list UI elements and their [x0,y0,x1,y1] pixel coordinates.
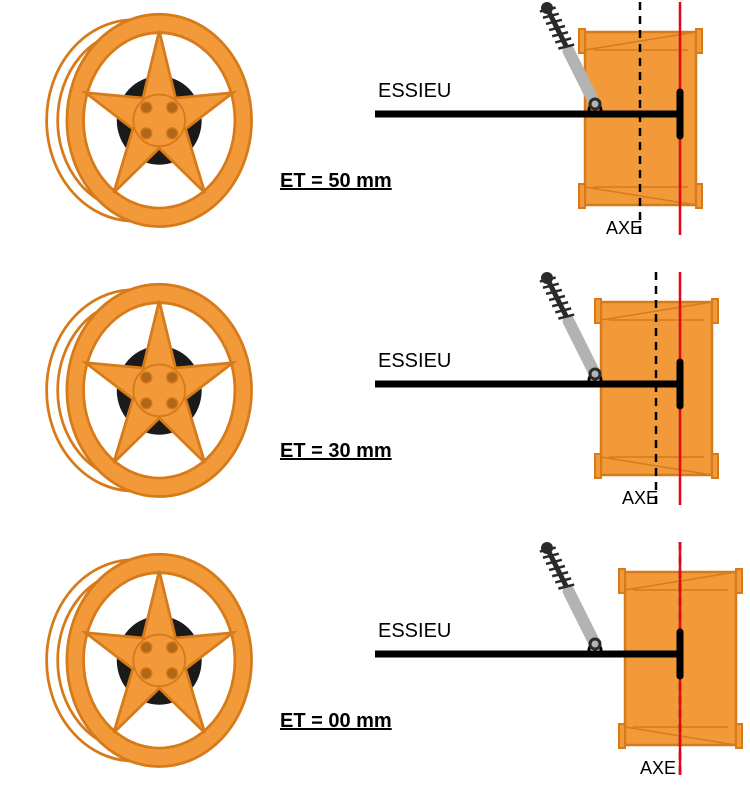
diagram-row-1: ET = 30 mmESSIEUAXE [0,270,750,540]
wheel-front-view [30,545,270,785]
wheel-front-view [30,5,270,245]
wheel-cross-section [375,0,745,270]
diagram-row-0: ET = 50 mmESSIEUAXE [0,0,750,270]
wheel-cross-section [375,540,745,810]
wheel-cross-section [375,270,745,540]
diagram-row-2: ET = 00 mmESSIEUAXE [0,540,750,810]
wheel-front-view [30,275,270,515]
